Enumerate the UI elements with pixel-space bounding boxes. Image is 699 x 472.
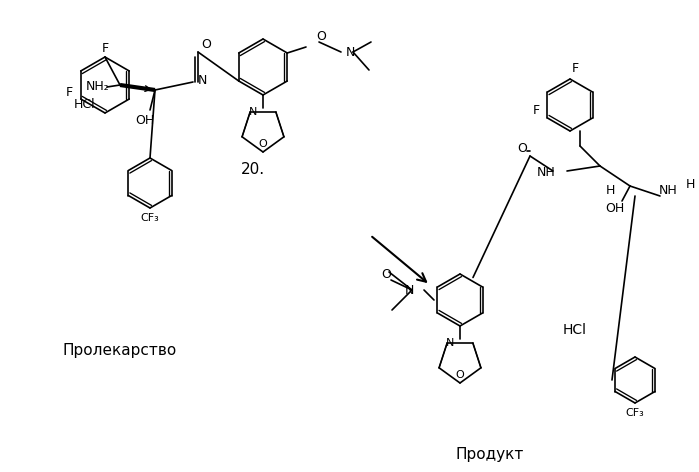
Text: N: N [405, 284, 414, 296]
Text: CF₃: CF₃ [626, 408, 644, 418]
Text: Пролекарство: Пролекарство [63, 343, 177, 357]
Text: H: H [605, 185, 614, 197]
Text: O: O [259, 139, 268, 149]
Text: 20.: 20. [241, 162, 265, 177]
Text: O: O [517, 142, 527, 154]
Text: NH₂: NH₂ [86, 81, 110, 93]
Text: NH: NH [536, 167, 555, 179]
Text: N: N [346, 45, 355, 59]
Text: F: F [533, 103, 540, 117]
Text: N: N [446, 338, 454, 348]
Text: H: H [685, 177, 695, 191]
Text: O: O [201, 37, 211, 51]
Text: N: N [249, 107, 257, 117]
Text: F: F [66, 86, 73, 100]
Text: F: F [572, 62, 579, 76]
Text: OH: OH [136, 113, 154, 126]
Text: Продукт: Продукт [456, 447, 524, 463]
Text: HCl: HCl [563, 323, 587, 337]
Text: OH: OH [605, 202, 625, 214]
Text: F: F [101, 42, 108, 56]
Text: NH: NH [658, 185, 677, 197]
Text: HCl: HCl [74, 99, 96, 111]
Text: CF₃: CF₃ [140, 213, 159, 223]
Text: O: O [456, 370, 464, 380]
Text: O: O [316, 31, 326, 43]
Text: O: O [381, 269, 391, 281]
Text: N: N [198, 74, 208, 86]
